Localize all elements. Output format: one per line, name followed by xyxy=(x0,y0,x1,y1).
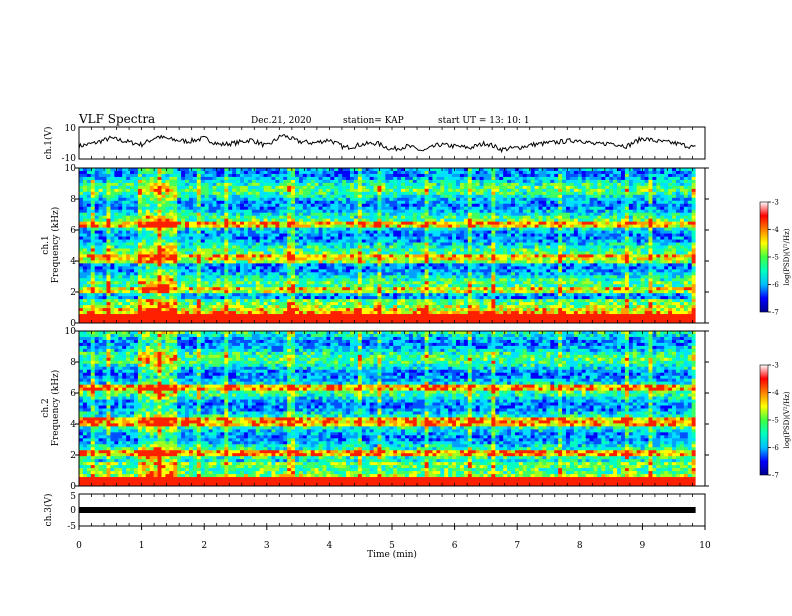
colorbar-tick-label: -7 xyxy=(772,309,779,317)
ch1-spec-ylabel-channel: ch.1 xyxy=(41,235,51,254)
ch2-freq-tick-label: 4 xyxy=(70,420,76,430)
figure-title: VLF Spectra xyxy=(78,112,155,126)
x-tick-label: 0 xyxy=(76,541,82,551)
start-time-label: start UT = 13: 10: 1 xyxy=(438,116,530,126)
colorbar-tick-label: -7 xyxy=(772,472,779,480)
date-label: Dec.21, 2020 xyxy=(251,116,312,126)
colorbar-tick-label: -3 xyxy=(772,362,779,370)
ch2-spectrogram-panel: 0 2 4 6 8 10 ch.2 Frequency (kHz) xyxy=(41,327,709,492)
colorbar-tick-label: -3 xyxy=(772,199,779,207)
colorbar-ch2: -3 -4 -5 -6 -7 log(PSD)(V²/Hz) xyxy=(760,362,791,480)
ch1-ytick-bottom: -10 xyxy=(62,154,77,164)
x-tick-label: 6 xyxy=(452,541,458,551)
colorbar-ch2-gradient xyxy=(760,365,768,475)
x-axis-label: Time (min) xyxy=(367,549,417,560)
ch2-freq-tick-label: 2 xyxy=(70,451,76,461)
colorbar-tick-label: -5 xyxy=(772,417,779,425)
ch3-ytick-mid: 0 xyxy=(70,506,76,516)
x-tick-label: 4 xyxy=(327,541,333,551)
ch1-ytick-top: 10 xyxy=(65,124,77,134)
ch2-freq-tick-label: 0 xyxy=(70,482,76,492)
x-tick-label: 10 xyxy=(699,541,711,551)
ch1-spectrogram-image xyxy=(79,168,705,324)
colorbar-ch2-label: log(PSD)(V²/Hz) xyxy=(783,391,791,448)
ch1-freq-tick-label: 4 xyxy=(70,257,76,267)
x-tick-label: 3 xyxy=(264,541,270,551)
x-tick-label: 2 xyxy=(201,541,207,551)
colorbar-ch1: -3 -4 -5 -6 -7 log(PSD)(V²/Hz) xyxy=(760,199,791,317)
x-tick-label: 7 xyxy=(514,541,520,551)
ch2-spectrogram-image xyxy=(79,331,705,487)
colorbar-ch1-gradient xyxy=(760,202,768,312)
x-tick-label: 9 xyxy=(640,541,646,551)
ch1-waveform-panel: 10 -10 ch.1(V) xyxy=(43,124,705,164)
ch2-spec-ylabel-channel: ch.2 xyxy=(41,398,51,417)
x-tick-label: 1 xyxy=(139,541,145,551)
ch3-ytick-top: 5 xyxy=(70,492,76,502)
colorbar-tick-label: -6 xyxy=(772,444,779,452)
ch1-ylabel: ch.1(V) xyxy=(43,127,54,160)
ch3-ytick-bottom: -5 xyxy=(67,522,76,532)
ch1-series-line xyxy=(79,135,696,152)
colorbar-tick-label: -5 xyxy=(772,254,779,262)
ch1-freq-tick-label: 2 xyxy=(70,288,76,298)
colorbar-ch1-label: log(PSD)(V²/Hz) xyxy=(783,228,791,285)
ch1-spec-ylabel-frequency: Frequency (kHz) xyxy=(50,207,61,284)
colorbar-tick-label: -4 xyxy=(772,389,779,397)
ch2-freq-tick-label: 10 xyxy=(65,327,77,337)
ch1-freq-tick-label: 6 xyxy=(70,226,76,236)
colorbar-tick-label: -4 xyxy=(772,226,779,234)
colorbar-tick-label: -6 xyxy=(772,281,779,289)
ch2-spec-ylabel-frequency: Frequency (kHz) xyxy=(50,370,61,447)
ch2-freq-tick-label: 6 xyxy=(70,389,76,399)
ch1-freq-tick-label: 10 xyxy=(65,164,77,174)
ch3-ylabel: ch.3(V) xyxy=(43,494,54,527)
station-label: station= KAP xyxy=(343,116,404,126)
x-tick-label: 8 xyxy=(577,541,583,551)
ch2-freq-tick-label: 8 xyxy=(70,358,76,368)
ch1-freq-tick-label: 8 xyxy=(70,195,76,205)
